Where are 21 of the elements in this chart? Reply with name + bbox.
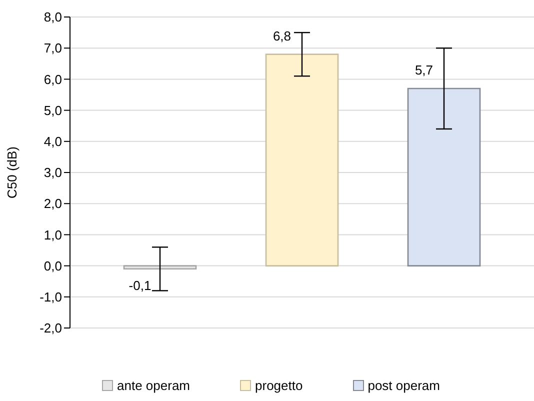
bar	[123, 265, 197, 270]
y-tick-label: 4,0	[44, 134, 62, 150]
bar	[265, 54, 339, 266]
y-tick-label: 0,0	[44, 258, 62, 274]
legend-label: progetto	[255, 378, 303, 393]
legend-label: post operam	[368, 378, 440, 393]
y-tick-label: -2,0	[40, 320, 62, 336]
y-tick-label: 6,0	[44, 72, 62, 87]
y-axis-title: C50 (dB)	[4, 146, 20, 199]
data-label: 5,7	[414, 62, 434, 78]
y-tick-label: 3,0	[44, 165, 62, 180]
data-label: 6,8	[272, 28, 292, 44]
data-label: -0,1	[128, 278, 152, 294]
y-tick-label: 7,0	[44, 40, 62, 56]
y-tick-label: 5,0	[44, 102, 62, 118]
legend-label: ante operam	[117, 378, 190, 393]
y-tick-label: 1,0	[44, 227, 62, 242]
y-tick-label: 2,0	[44, 196, 62, 212]
y-tick-label: 8,0	[44, 10, 62, 25]
y-tick-label: -1,0	[40, 290, 62, 305]
bar	[407, 88, 481, 266]
